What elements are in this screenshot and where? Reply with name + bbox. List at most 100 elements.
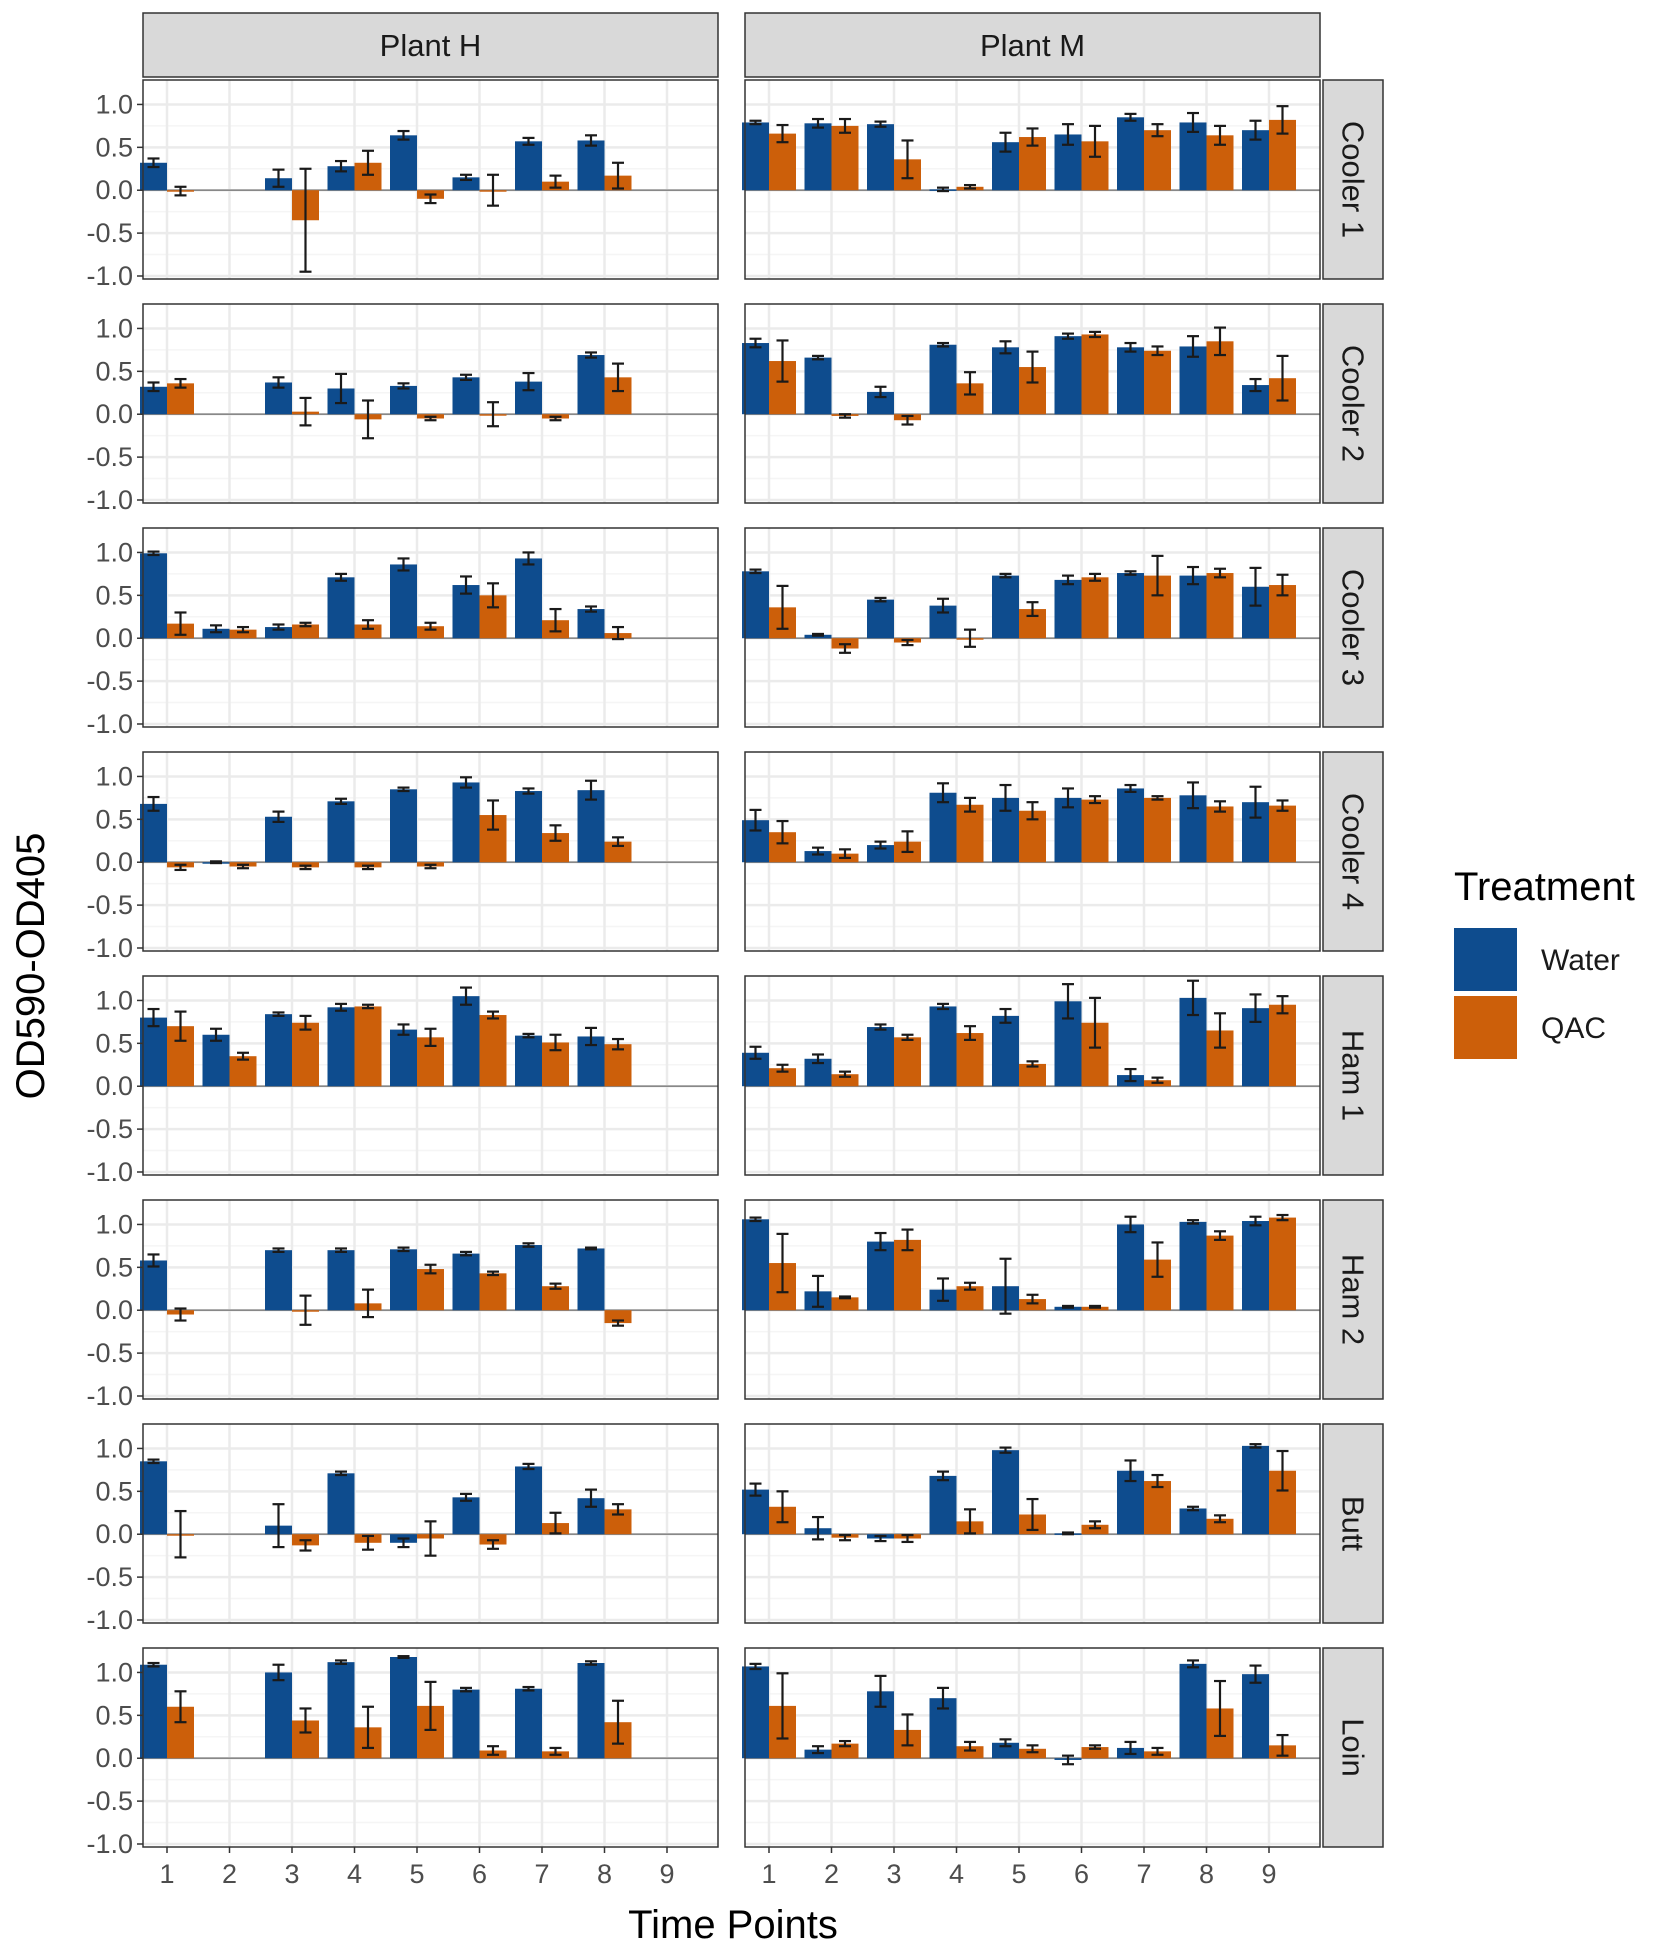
y-tick-label: 1.0 [95,1433,133,1463]
water-error-bar [335,1470,347,1477]
water-bar [452,177,480,191]
qac-error-bar [1026,1744,1039,1754]
y-tick-label: 1.0 [95,1209,133,1239]
y-tick-label: 0.0 [95,399,133,429]
qac-bar [1206,573,1234,639]
qac-bar [604,1310,632,1324]
water-error-bar [397,129,410,141]
water-bar [390,1657,417,1759]
water-error-bar [397,1023,410,1036]
panel-border [142,1199,719,1400]
qac-bar [956,804,984,863]
qac-error-bar [1214,1230,1226,1241]
qac-error-bar [964,796,976,813]
y-tick-label: 0.5 [95,132,133,162]
qac-error-bar [1214,1679,1226,1738]
qac-error-bar [1089,1520,1101,1530]
water-error-bar [874,1534,887,1543]
qac-error-bar [487,173,499,207]
qac-error-bar [839,1295,851,1300]
water-bar [1054,336,1082,415]
water-bar [992,1742,1019,1759]
qac-error-bar [1151,1473,1164,1489]
water-error-bar [397,557,410,572]
qac-error-bar [549,1282,562,1290]
water-bar [452,377,480,415]
x-tick-label: 5 [1011,1859,1026,1889]
qac-error-bar [1089,795,1101,805]
qac-bar [956,1746,984,1759]
water-error-bar [874,385,887,399]
water-bar [390,385,417,415]
y-tick-label: 1.0 [95,985,133,1015]
water-error-bar [999,1446,1012,1454]
x-tick-label: 4 [949,1859,964,1889]
qac-error-bar [174,611,187,636]
facet-panel [742,79,1321,280]
qac-error-bar [612,1319,624,1327]
qac-error-bar [1276,573,1289,597]
water-error-bar [999,783,1012,812]
water-error-bar [272,376,285,389]
water-bar [867,599,894,639]
column-strip [744,12,1321,78]
water-error-bar [147,157,160,169]
facet-panel [140,1423,719,1624]
water-bar [452,1253,480,1311]
water-bar [742,1489,769,1535]
qac-bar [354,1006,382,1087]
qac-error-bar [1214,567,1226,579]
water-bar [452,1689,480,1759]
qac-error-bar [964,1508,976,1535]
water-error-bar [585,1488,597,1508]
panel-border [744,1423,1321,1624]
water-error-bar [1187,335,1199,358]
water-error-bar [585,1026,597,1047]
panel-border [142,79,719,280]
qac-error-bar [299,1294,312,1326]
qac-error-bar [1151,345,1164,357]
x-tick-label: 2 [824,1859,839,1889]
row-strip [1322,1199,1384,1400]
water-error-bar [1124,1067,1137,1083]
qac-bar [479,1273,507,1311]
water-error-bar [812,1515,824,1541]
water-error-bar [522,551,535,566]
qac-error-bar [776,584,789,630]
qac-bar [354,624,382,639]
water-bar [140,553,167,639]
qac-error-bar [424,1263,437,1275]
qac-error-bar [776,1672,789,1740]
water-error-bar [147,795,160,812]
water-error-bar [272,168,285,188]
water-error-bar [1249,377,1262,393]
x-axis-title: Time Points [628,1903,838,1947]
row-strip [1322,751,1384,952]
qac-bar [229,1056,257,1087]
qac-error-bar [1089,572,1101,582]
water-bar [452,782,480,863]
qac-error-bar [776,339,789,383]
water-bar [327,1473,355,1535]
qac-error-bar [1089,1744,1101,1750]
water-error-bar [335,1247,347,1253]
water-bar [804,851,832,863]
qac-bar [1206,1235,1234,1311]
water-error-bar [335,1002,347,1012]
water-bar [140,803,167,863]
y-tick-label: -1.0 [86,1381,133,1411]
qac-error-bar [901,1033,914,1042]
water-bar [1179,575,1207,639]
water-error-bar [1062,332,1074,340]
water-error-bar [749,568,762,575]
qac-bar [604,841,632,863]
y-tick-label: -1.0 [86,1829,133,1859]
qac-error-bar [612,362,624,393]
water-error-bar [522,1242,535,1248]
water-error-bar [937,782,949,804]
water-error-bar [999,131,1012,153]
water-error-bar [999,1007,1012,1024]
water-bar [1242,1445,1269,1535]
qac-error-bar [776,1063,789,1073]
water-bar [929,792,957,863]
